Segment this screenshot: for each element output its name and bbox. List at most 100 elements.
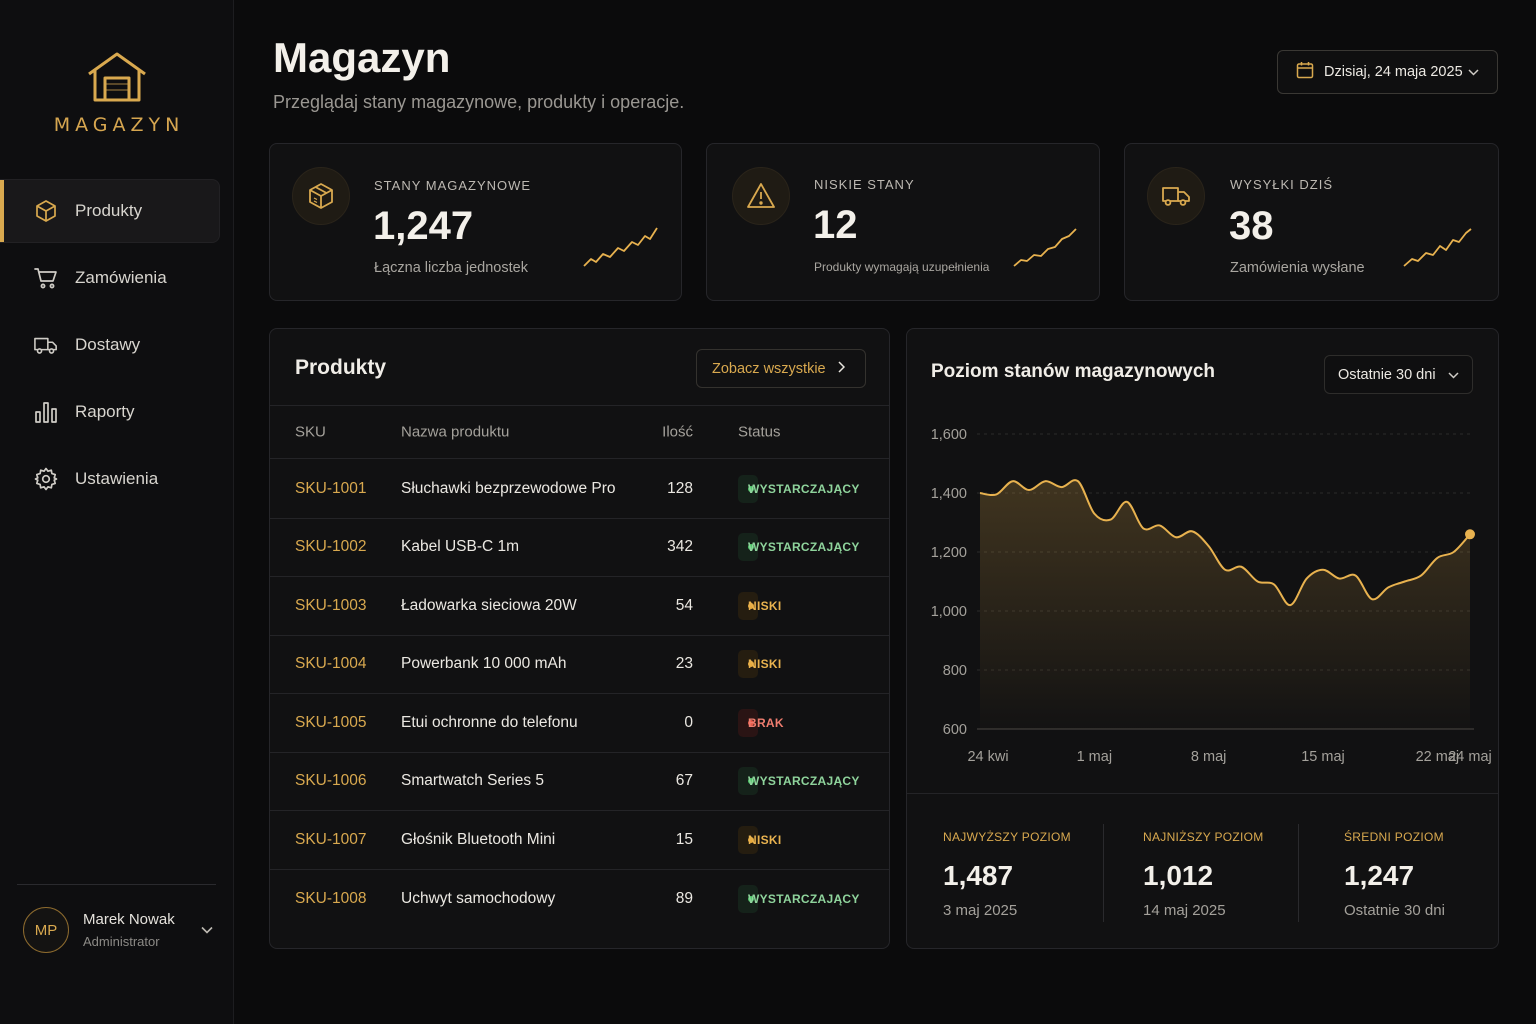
sidebar-item-zamowienia[interactable]: Zamówienia xyxy=(0,246,220,310)
date-label: Dzisiaj, 24 maja 2025 xyxy=(1324,64,1463,80)
x-tick-label: 24 kwi xyxy=(967,749,1008,765)
stat-value: 12 xyxy=(813,203,858,247)
quantity-cell: 342 xyxy=(667,538,693,556)
stat-card-stock: STANY MAGAZYNOWE 1,247 Łączna liczba jed… xyxy=(269,143,682,301)
quantity-cell: 23 xyxy=(675,655,693,673)
quantity-cell: 67 xyxy=(675,772,693,790)
status-dot-icon xyxy=(748,719,754,726)
status-dot-icon xyxy=(748,836,754,843)
see-all-button[interactable]: Zobacz wszystkie xyxy=(696,349,866,388)
see-all-label: Zobacz wszystkie xyxy=(712,360,826,377)
table-row[interactable]: SKU-1001 Słuchawki bezprzewodowe Pro 128 WY… xyxy=(270,460,889,519)
summary-label: ŚREDNI POZIOM xyxy=(1344,830,1444,844)
table-row[interactable]: SKU-1007 Głośnik Bluetooth Mini 15 NISKI xyxy=(270,811,889,870)
quantity-cell: 15 xyxy=(675,830,693,848)
sidebar-item-label: Zamówienia xyxy=(75,268,167,287)
quantity-cell: 128 xyxy=(667,479,693,497)
column-header-sku[interactable]: SKU xyxy=(295,423,326,441)
column-header-name[interactable]: Nazwa produktu xyxy=(401,423,510,441)
sku-cell[interactable]: SKU-1001 xyxy=(295,479,367,497)
sku-cell[interactable]: SKU-1003 xyxy=(295,596,367,614)
series-area xyxy=(980,480,1470,729)
y-tick-label: 800 xyxy=(943,663,967,679)
sku-cell[interactable]: SKU-1005 xyxy=(295,713,367,731)
status-badge: WYSTARCZAJĄCY xyxy=(738,533,859,562)
table-row[interactable]: SKU-1003 Ładowarka sieciowa 20W 54 NISKI xyxy=(270,577,889,636)
truck-icon xyxy=(34,333,58,357)
sidebar-item-raporty[interactable]: Raporty xyxy=(0,380,220,444)
bar-chart-icon xyxy=(34,400,58,424)
inventory-chart-panel: Poziom stanów magazynowych Ostatnie 30 d… xyxy=(906,328,1499,949)
stat-label: WYSYŁKI DZIŚ xyxy=(1230,177,1334,192)
status-dot-icon xyxy=(748,602,754,609)
chevron-down-icon xyxy=(1468,64,1479,80)
series-line xyxy=(979,479,1471,607)
stat-label: STANY MAGAZYNOWE xyxy=(374,178,532,193)
table-row[interactable]: SKU-1002 Kabel USB-C 1m 342 WYSTARCZAJĄCY xyxy=(270,519,889,577)
table-row[interactable]: SKU-1006 Smartwatch Series 5 67 WYSTARCZAJĄ… xyxy=(270,753,889,811)
sku-cell[interactable]: SKU-1007 xyxy=(295,830,367,848)
product-name-cell: Etui ochronne do telefonu xyxy=(401,713,578,731)
chart-summary: NAJWYŻSZY POZIOM 1,487 3 maj 2025 NAJNIŻ… xyxy=(907,793,1498,949)
column-header-status[interactable]: Status xyxy=(738,423,781,441)
table-row[interactable]: SKU-1008 Uchwyt samochodowy 89 WYSTARCZAJĄC… xyxy=(270,870,889,929)
status-dot-icon xyxy=(748,544,754,551)
user-name: Marek Nowak xyxy=(83,911,175,928)
stat-card-low-stock: NISKIE STANY 12 Produkty wymagają uzupeł… xyxy=(706,143,1100,301)
status-badge: NISKI xyxy=(738,591,781,620)
status-text: WYSTARCZAJĄCY xyxy=(748,481,860,496)
summary-label: NAJNIŻSZY POZIOM xyxy=(1143,830,1264,844)
summary-value: 1,487 xyxy=(943,860,1014,891)
sparkline xyxy=(583,227,658,267)
product-name-cell: Smartwatch Series 5 xyxy=(401,772,544,790)
status-text: NISKI xyxy=(748,657,782,672)
stat-card-shipments: WYSYŁKI DZIŚ 38 Zamówienia wysłane xyxy=(1124,143,1499,301)
status-badge: WYSTARCZAJĄCY xyxy=(738,474,859,503)
status-dot-icon xyxy=(748,778,754,785)
y-tick-label: 1,000 xyxy=(931,604,967,620)
table-row[interactable]: SKU-1005 Etui ochronne do telefonu 0 BRAK xyxy=(270,694,889,753)
sku-cell[interactable]: SKU-1004 xyxy=(295,655,367,673)
main-nav: Produkty Zamówienia Dostawy Raporty Usta… xyxy=(0,179,234,514)
range-select[interactable]: Ostatnie 30 dni xyxy=(1324,355,1473,394)
status-text: WYSTARCZAJĄCY xyxy=(748,540,860,555)
summary-max: NAJWYŻSZY POZIOM 1,487 3 maj 2025 xyxy=(943,824,1103,922)
sidebar-item-produkty[interactable]: Produkty xyxy=(0,179,220,243)
stat-value: 38 xyxy=(1229,204,1274,248)
chart-title: Poziom stanów magazynowych xyxy=(931,361,1215,382)
product-name-cell: Głośnik Bluetooth Mini xyxy=(401,830,556,848)
status-dot-icon xyxy=(748,661,754,668)
status-text: WYSTARCZAJĄCY xyxy=(748,891,860,906)
date-picker-button[interactable]: Dzisiaj, 24 maja 2025 xyxy=(1277,50,1498,94)
user-menu[interactable]: MP Marek Nowak Administrator xyxy=(17,884,216,953)
stat-label: NISKIE STANY xyxy=(814,177,915,192)
quantity-cell: 0 xyxy=(684,713,693,731)
x-tick-label: 1 maj xyxy=(1077,749,1112,765)
y-tick-label: 1,200 xyxy=(931,545,967,561)
stat-description: Łączna liczba jednostek xyxy=(374,260,528,276)
x-tick-label: 8 maj xyxy=(1191,749,1226,765)
chevron-down-icon[interactable] xyxy=(201,921,213,939)
sidebar-item-label: Raporty xyxy=(75,402,135,421)
x-tick-label: 22 maj xyxy=(1416,749,1460,765)
table-row[interactable]: SKU-1004 Powerbank 10 000 mAh 23 NISKI xyxy=(270,636,889,694)
summary-sub: 3 maj 2025 xyxy=(943,902,1018,919)
cart-icon xyxy=(34,266,58,290)
sidebar-item-ustawienia[interactable]: Ustawienia xyxy=(0,447,220,511)
status-badge: BRAK xyxy=(738,708,784,737)
logo[interactable]: MAGAZYN xyxy=(0,50,234,136)
status-badge: WYSTARCZAJĄCY xyxy=(738,767,859,796)
box-icon xyxy=(34,199,58,223)
product-name-cell: Uchwyt samochodowy xyxy=(401,889,556,907)
sku-cell[interactable]: SKU-1002 xyxy=(295,538,367,556)
page-title: Magazyn xyxy=(273,34,451,81)
sparkline xyxy=(1403,228,1472,267)
sku-cell[interactable]: SKU-1006 xyxy=(295,772,367,790)
sidebar-item-dostawy[interactable]: Dostawy xyxy=(0,313,220,377)
sku-cell[interactable]: SKU-1008 xyxy=(295,889,367,907)
column-header-qty[interactable]: Ilość xyxy=(662,423,693,441)
summary-sub: Ostatnie 30 dni xyxy=(1344,902,1445,919)
product-name-cell: Kabel USB-C 1m xyxy=(401,538,520,556)
status-badge: NISKI xyxy=(738,825,781,854)
product-name-cell: Powerbank 10 000 mAh xyxy=(401,655,567,673)
